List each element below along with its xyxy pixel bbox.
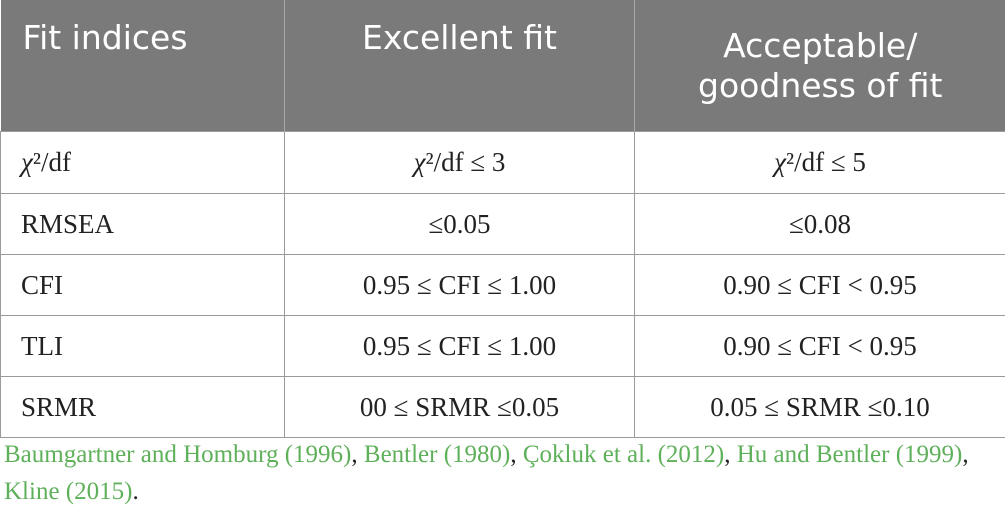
table-row: SRMR 00 ≤ SRMR ≤0.05 0.05 ≤ SRMR ≤0.10	[0, 376, 1005, 438]
header-row: Fit indices Excellent fit Acceptable/ go…	[0, 0, 1005, 132]
fit-indices-table: Fit indices Excellent fit Acceptable/ go…	[0, 0, 1005, 438]
row-label-tli: TLI	[0, 315, 285, 377]
chi-symbol: χ	[413, 147, 426, 177]
row-label-cfi: CFI	[0, 254, 285, 316]
cell-text: ²/df ≤ 3	[425, 147, 506, 177]
cell-acceptable: 0.90 ≤ CFI < 0.95	[634, 315, 1005, 377]
table-body: χ²/df χ²/df ≤ 3 χ²/df ≤ 5 RMSEA ≤0.05 ≤0…	[0, 131, 1005, 438]
header-acceptable-fit: Acceptable/ goodness of fit	[634, 0, 1005, 132]
header-fit-indices: Fit indices	[0, 0, 285, 132]
chi-symbol: χ	[774, 147, 786, 177]
fit-indices-table-container: Fit indices Excellent fit Acceptable/ go…	[0, 0, 1005, 438]
header-excellent-fit: Excellent fit	[284, 0, 635, 132]
reference-link[interactable]: Bentler (1980)	[363, 441, 511, 468]
reference-link[interactable]: Kline (2015)	[4, 478, 133, 505]
chi-symbol: χ	[21, 147, 33, 177]
reference-link[interactable]: Baumgartner and Homburg (1996)	[4, 441, 352, 468]
row-label-srmr: SRMR	[0, 376, 285, 438]
cell-text: ²/df ≤ 5	[785, 147, 866, 177]
cell-excellent: χ²/df ≤ 3	[284, 131, 635, 194]
cell-excellent: 0.95 ≤ CFI ≤ 1.00	[284, 315, 635, 377]
ref-separator: ,	[724, 441, 737, 468]
cell-acceptable: ≤0.08	[634, 193, 1005, 255]
cell-acceptable: 0.05 ≤ SRMR ≤0.10	[634, 376, 1005, 438]
row-label-chi-square: χ²/df	[0, 131, 285, 194]
header-acceptable-line1: Acceptable/	[723, 25, 918, 65]
table-row: RMSEA ≤0.05 ≤0.08	[0, 193, 1005, 255]
table-footnote: Baumgartner and Homburg (1996), Bentler …	[4, 436, 994, 510]
cell-acceptable: χ²/df ≤ 5	[634, 131, 1005, 194]
ref-separator: ,	[962, 441, 969, 468]
cell-acceptable: 0.90 ≤ CFI < 0.95	[634, 254, 1005, 316]
cell-text: ²/df	[32, 147, 71, 177]
cell-excellent: 0.95 ≤ CFI ≤ 1.00	[284, 254, 635, 316]
table-row: χ²/df χ²/df ≤ 3 χ²/df ≤ 5	[0, 131, 1005, 194]
table-header: Fit indices Excellent fit Acceptable/ go…	[0, 0, 1005, 132]
reference-link[interactable]: Çokluk et al. (2012)	[522, 441, 725, 468]
row-label-rmsea: RMSEA	[0, 193, 285, 255]
reference-link[interactable]: Hu and Bentler (1999)	[736, 441, 963, 468]
table-row: TLI 0.95 ≤ CFI ≤ 1.00 0.90 ≤ CFI < 0.95	[0, 315, 1005, 377]
cell-excellent: ≤0.05	[284, 193, 635, 255]
table-row: CFI 0.95 ≤ CFI ≤ 1.00 0.90 ≤ CFI < 0.95	[0, 254, 1005, 316]
footnote-end: .	[132, 478, 139, 505]
header-acceptable-line2: goodness of fit	[698, 65, 943, 105]
ref-separator: ,	[510, 441, 523, 468]
ref-separator: ,	[351, 441, 364, 468]
cell-excellent: 00 ≤ SRMR ≤0.05	[284, 376, 635, 438]
